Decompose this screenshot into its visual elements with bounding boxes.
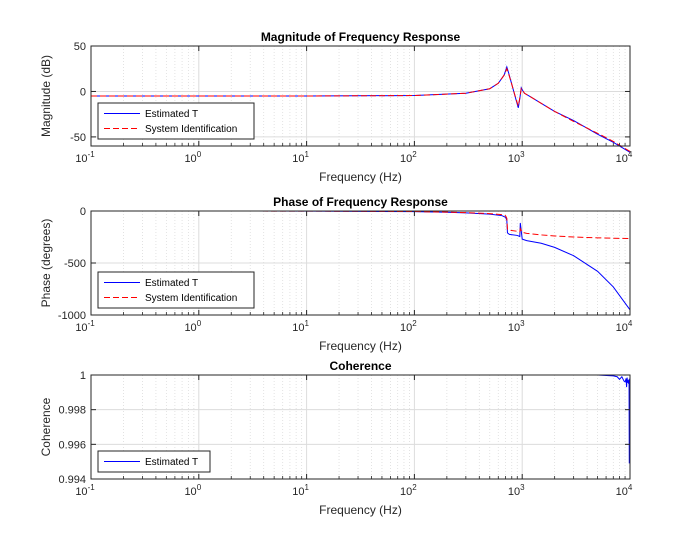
x-tick-label: 10-1 xyxy=(75,319,95,334)
y-tick-label: -1000 xyxy=(58,310,86,322)
y-axis-label: Phase (degrees) xyxy=(39,219,53,308)
series-line-system-identification xyxy=(91,67,631,152)
axes-box xyxy=(90,45,631,147)
x-tick-label: 103 xyxy=(508,150,525,165)
x-axis-label: Frequency (Hz) xyxy=(319,339,402,353)
axes-box xyxy=(90,374,631,480)
legend-entry: Estimated T xyxy=(145,109,198,120)
legend: Estimated T xyxy=(97,450,211,473)
legend-entry: Estimated T xyxy=(145,457,198,468)
x-tick-label: 102 xyxy=(400,483,417,498)
subplot-3: 10-1 100 101 102 103 104 1 0.998 0.996 0.994 Coher… xyxy=(39,359,633,517)
legend-entry: System Identification xyxy=(145,293,237,304)
x-tick-label: 104 xyxy=(616,319,633,334)
legend: Estimated T System Identification xyxy=(97,271,255,309)
legend-entry: Estimated T xyxy=(145,278,198,289)
x-tick-label: 102 xyxy=(400,150,417,165)
y-tick-label: -50 xyxy=(70,132,86,144)
y-tick-label: 0.998 xyxy=(58,405,86,417)
x-axis-label: Frequency (Hz) xyxy=(319,170,402,184)
y-tick-label: 0 xyxy=(80,206,86,218)
x-tick-label: 103 xyxy=(508,319,525,334)
y-tick-label: 0.994 xyxy=(58,474,86,486)
x-tick-label: 104 xyxy=(616,150,633,165)
legend-entry: System Identification xyxy=(145,124,237,135)
legend-box xyxy=(97,450,211,473)
x-tick-label: 100 xyxy=(184,483,201,498)
legend-box xyxy=(97,102,255,140)
x-tick-label: 100 xyxy=(184,319,201,334)
series-line-system-identification xyxy=(91,210,631,240)
x-tick-label: 10-1 xyxy=(75,483,95,498)
y-axis-label: Coherence xyxy=(39,397,53,456)
x-tick-label: 101 xyxy=(292,483,309,498)
y-tick-label: 50 xyxy=(74,41,86,53)
y-tick-label: 0 xyxy=(80,86,86,98)
x-tick-label: 10-1 xyxy=(75,150,95,165)
y-tick-label: 1 xyxy=(80,370,86,382)
legend-box xyxy=(97,271,255,309)
legend: Estimated T System Identification xyxy=(97,102,255,140)
subplot-1: 10-1 100 101 102 103 104 50 0 -50 Magnitude of Fr… xyxy=(39,30,633,184)
y-tick-label: -500 xyxy=(64,258,86,270)
subplot-title: Magnitude of Frequency Response xyxy=(261,30,461,44)
x-tick-label: 102 xyxy=(400,319,417,334)
y-axis-label: Magnitude (dB) xyxy=(39,55,53,137)
x-tick-label: 104 xyxy=(616,483,633,498)
subplot-title: Phase of Frequency Response xyxy=(273,195,448,209)
x-tick-label: 103 xyxy=(508,483,525,498)
x-tick-label: 101 xyxy=(292,319,309,334)
y-tick-label: 0.996 xyxy=(58,439,86,451)
x-tick-label: 101 xyxy=(292,150,309,165)
x-axis-label: Frequency (Hz) xyxy=(319,503,402,517)
subplot-2: 10-1 100 101 102 103 104 0 -500 -1000 Phase of Fr… xyxy=(39,195,633,353)
subplot-title: Coherence xyxy=(329,359,391,373)
x-tick-label: 100 xyxy=(184,150,201,165)
